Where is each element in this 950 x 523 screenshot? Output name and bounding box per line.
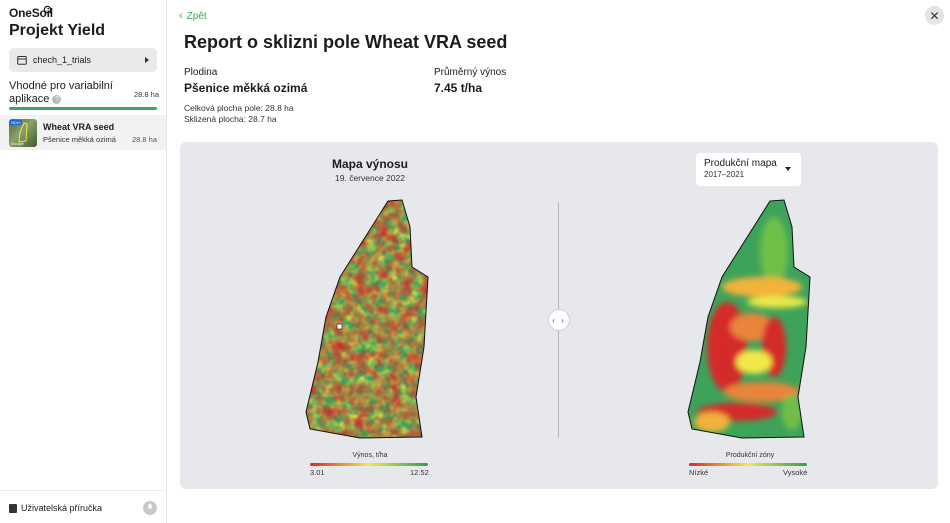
close-icon: ✕ xyxy=(929,8,940,23)
folder-selector[interactable]: chech_1_trials xyxy=(9,48,157,72)
drag-handle-icon: ‹ › xyxy=(552,315,566,325)
close-button[interactable]: ✕ xyxy=(925,6,944,25)
productivity-map[interactable] xyxy=(682,197,812,442)
crop-label: Plodina xyxy=(184,67,218,78)
field-list-item[interactable]: NDVI Google Wheat VRA seed Pšenice měkká… xyxy=(0,115,166,150)
calendar-icon xyxy=(17,56,27,65)
chevron-right-icon xyxy=(145,57,149,63)
yield-legend-bar xyxy=(310,463,428,466)
harvested-area-text: Sklizená plocha: 28.7 ha xyxy=(184,114,277,124)
yield-map-title: Mapa výnosu xyxy=(331,157,409,171)
yield-map[interactable] xyxy=(300,197,430,442)
section-header: Vhodné pro variabilní aplikace ? 28.8 ha xyxy=(9,80,159,106)
user-guide-link[interactable]: Uživatelská příručka xyxy=(21,503,103,513)
brand-logo: OneSoil xyxy=(9,6,53,20)
compare-slider-handle[interactable]: ‹ › xyxy=(548,309,570,331)
project-title: Projekt Yield xyxy=(9,22,106,39)
back-label: Zpět xyxy=(186,10,207,22)
thumb-credit: Google xyxy=(11,141,24,146)
yield-legend-title: Výnos, t/ha xyxy=(352,452,388,459)
map-comparison-panel: Mapa výnosu 19. července 2022 xyxy=(180,142,938,489)
crop-value: Pšenice měkká ozimá xyxy=(184,81,308,95)
field-thumbnail: NDVI Google xyxy=(9,119,37,147)
yield-legend-max: 12.52 xyxy=(410,468,429,477)
folder-label: chech_1_trials xyxy=(33,55,92,65)
zones-legend-min: Nízké xyxy=(689,468,709,477)
yield-map-date: 19. července 2022 xyxy=(335,173,405,183)
chevron-left-icon: ‹ xyxy=(179,10,183,22)
total-area-text: Celková plocha pole: 28.8 ha xyxy=(184,103,294,113)
sidebar-footer: Uživatelská příručka xyxy=(0,490,166,523)
section-title: Vhodné pro variabilní aplikace xyxy=(9,80,113,105)
caret-down-icon xyxy=(785,167,791,171)
dropdown-selected-label: Produkční mapa xyxy=(704,158,777,169)
field-area: 28.8 ha xyxy=(131,135,157,144)
field-outline-icon xyxy=(18,122,28,143)
yield-legend-min: 3.01 xyxy=(310,468,325,477)
dropdown-years: 2017–2021 xyxy=(704,170,745,179)
avg-yield-value: 7.45 t/ha xyxy=(434,81,483,95)
page-title: Report o sklizni pole Wheat VRA seed xyxy=(184,32,508,52)
back-link[interactable]: ‹ Zpět xyxy=(179,10,207,22)
field-crop: Pšenice měkká ozimá xyxy=(43,135,116,144)
section-area: 28.8 ha xyxy=(133,90,159,99)
brand-mark-icon xyxy=(43,5,52,14)
help-icon[interactable]: ? xyxy=(52,94,62,104)
thumb-badge: NDVI xyxy=(10,120,22,125)
field-name: Wheat VRA seed xyxy=(43,122,115,132)
map-type-dropdown[interactable]: Produkční mapa 2017–2021 xyxy=(696,153,801,186)
book-icon xyxy=(9,504,17,513)
zones-legend-bar xyxy=(689,463,807,466)
avatar[interactable] xyxy=(143,501,157,515)
section-progress-fill xyxy=(9,107,157,110)
avg-yield-label: Průměrný výnos xyxy=(434,67,507,78)
sidebar: OneSoil Projekt Yield chech_1_trials Vho… xyxy=(0,0,167,523)
section-progress-bar xyxy=(9,107,157,110)
zones-legend-title: Produkční zóny xyxy=(725,452,775,459)
zones-legend-max: Vysoké xyxy=(783,468,808,477)
